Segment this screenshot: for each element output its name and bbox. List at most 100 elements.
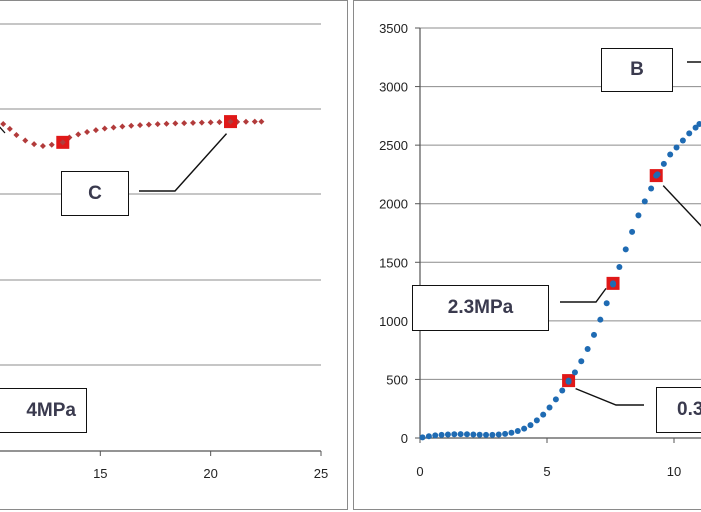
- data-point: [154, 121, 161, 128]
- x-tick-label: 0: [416, 464, 423, 479]
- data-point: [610, 280, 617, 287]
- data-point: [521, 425, 528, 432]
- data-point: [552, 396, 559, 403]
- data-point: [457, 431, 464, 438]
- callout-0-3-leader: [575, 387, 644, 406]
- data-point: [629, 228, 636, 235]
- data-point: [514, 427, 521, 434]
- data-point: [584, 345, 591, 352]
- data-point: [653, 172, 660, 179]
- data-point: [128, 122, 135, 129]
- y-tick-label: 3500: [379, 21, 408, 36]
- data-point: [242, 118, 249, 125]
- data-point: [251, 118, 258, 125]
- data-point: [590, 331, 597, 338]
- data-point: [163, 120, 170, 127]
- callout-c-leader: [139, 133, 228, 192]
- data-point: [540, 411, 547, 418]
- data-point: [635, 212, 642, 219]
- data-point: [597, 316, 604, 323]
- data-point: [495, 431, 502, 438]
- data-point: [696, 121, 701, 128]
- data-point: [527, 422, 534, 429]
- data-point: [692, 124, 699, 131]
- chart-right-plot: 0 500 1000 1500 2000 2500 3000 3500 0 5 10: [379, 21, 701, 479]
- data-point: [489, 431, 496, 438]
- data-point: [686, 130, 693, 137]
- y-tick-label: 1000: [379, 314, 408, 329]
- data-point: [172, 120, 179, 127]
- data-point: [603, 300, 610, 307]
- data-point: [483, 431, 490, 438]
- chart-panel-left: 15 20 25 C 4MPa: [0, 0, 348, 510]
- data-point: [13, 132, 20, 139]
- data-point: [216, 119, 223, 126]
- data-point: [39, 143, 46, 149]
- data-point: [578, 358, 585, 365]
- data-point: [6, 125, 13, 132]
- data-point: [119, 123, 126, 130]
- data-point: [616, 263, 623, 270]
- data-point: [508, 429, 515, 436]
- data-point: [502, 430, 509, 437]
- data-point: [470, 431, 477, 438]
- callout-leader-line: [662, 185, 701, 227]
- y-tick-label: 2000: [379, 197, 408, 212]
- data-point: [137, 122, 144, 129]
- data-point: [660, 160, 667, 167]
- callout-2-3mpa-leader: [560, 287, 607, 303]
- data-point: [110, 124, 117, 131]
- data-point: [198, 119, 205, 126]
- data-point: [559, 387, 566, 394]
- data-point: [451, 431, 458, 438]
- data-point: [679, 137, 686, 144]
- data-point: [476, 431, 483, 438]
- data-point: [419, 434, 426, 441]
- data-point: [145, 121, 152, 128]
- y-tick-label: 2500: [379, 138, 408, 153]
- data-point: [425, 433, 432, 440]
- data-point: [571, 369, 578, 376]
- data-point: [432, 432, 439, 439]
- callout-0-3: 0.3: [656, 387, 701, 433]
- data-point: [190, 119, 196, 126]
- callout-2-3mpa: 2.3MPa: [412, 285, 549, 331]
- data-point: [622, 246, 629, 253]
- x-tick-label: 25: [314, 466, 328, 481]
- x-tick-label: 10: [667, 464, 681, 479]
- data-point: [0, 121, 7, 128]
- data-point: [438, 431, 445, 438]
- data-point: [75, 131, 82, 138]
- data-point: [59, 139, 66, 146]
- data-point: [258, 118, 265, 125]
- data-point: [207, 119, 214, 126]
- chart-panel-right: 0 500 1000 1500 2000 2500 3000 3500 0 5 10 B 2.3MP…: [353, 0, 701, 510]
- data-point: [463, 431, 470, 438]
- y-tick-label: 1500: [379, 255, 408, 270]
- data-point: [673, 144, 680, 151]
- callout-4mpa: 4MPa: [0, 388, 87, 433]
- data-point: [48, 141, 55, 148]
- data-point: [444, 431, 451, 438]
- x-tick-label: 15: [93, 466, 107, 481]
- y-tick-label: 3000: [379, 80, 408, 95]
- data-point: [227, 118, 234, 125]
- data-point: [22, 137, 29, 144]
- data-point: [533, 417, 540, 424]
- data-point: [565, 377, 572, 384]
- y-tick-label: 500: [386, 372, 408, 387]
- data-point: [181, 120, 188, 127]
- callout-c: C: [61, 171, 129, 216]
- chart-left-plot: 15 20 25: [0, 23, 328, 481]
- data-point: [648, 185, 655, 192]
- data-point: [641, 198, 648, 205]
- x-tick-label: 20: [203, 466, 217, 481]
- data-point: [667, 151, 674, 158]
- x-tick-label: 5: [543, 464, 550, 479]
- callout-leader-line: [0, 126, 6, 134]
- data-point: [101, 125, 108, 132]
- data-point: [92, 127, 99, 134]
- y-tick-label: 0: [401, 431, 408, 446]
- data-point: [31, 141, 38, 148]
- callout-b: B: [601, 48, 673, 92]
